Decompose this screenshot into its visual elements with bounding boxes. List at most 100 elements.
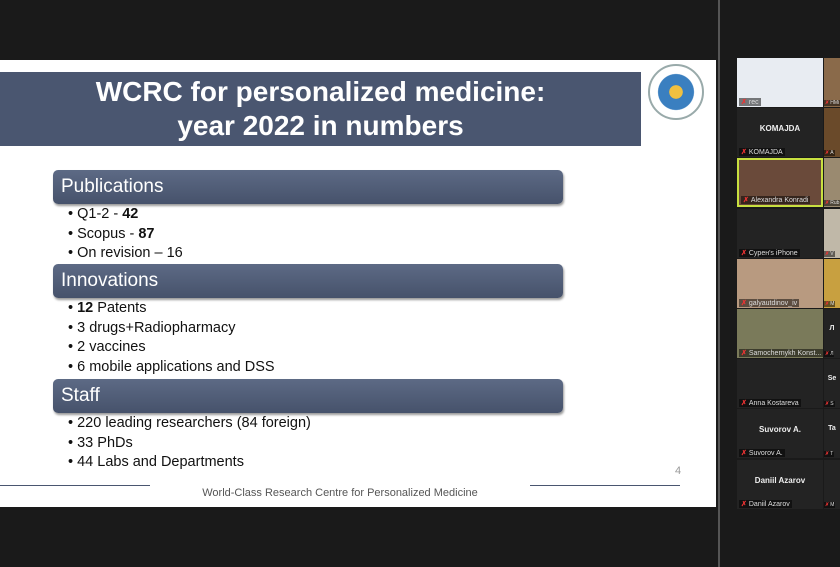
- participant-name: Samochernykh Konst...: [748, 350, 822, 357]
- item-text-pre: Scopus -: [77, 225, 139, 242]
- participant-name: M: [830, 501, 835, 508]
- participant-name-label: ✗ Suvorov A.: [739, 449, 785, 458]
- muted-mic-icon: ✗: [825, 100, 830, 106]
- muted-mic-icon: ✗: [741, 99, 747, 106]
- muted-mic-icon: ✗: [741, 400, 747, 408]
- participant-name: Anna Kostareva: [748, 400, 799, 408]
- participant-name-label: ✗M: [824, 300, 836, 307]
- title-line-2: year 2022 in numbers: [177, 110, 464, 141]
- participant-tile[interactable]: ✗ rec: [737, 58, 823, 107]
- participant-tile[interactable]: ✗Rub: [824, 158, 840, 208]
- item-text-pre: 33 PhDs: [77, 434, 133, 451]
- slide-title: WCRC for personalized medicine: year 202…: [0, 72, 641, 146]
- participant-name: Rub: [830, 200, 840, 207]
- participant-tile[interactable]: Ta ✗T: [824, 409, 840, 459]
- section-header-innovations: Innovations: [53, 264, 563, 298]
- participant-name-label: ✗V: [824, 250, 835, 257]
- list-item: • 2 vaccines: [68, 339, 146, 355]
- participant-tile[interactable]: ✗ Cypeн's iPhone: [737, 208, 823, 258]
- participant-name: Daniil Azarov: [748, 500, 790, 508]
- participant-tile[interactable]: ✗M: [824, 258, 840, 308]
- section-list: • 220 leading researchers (84 foreign) • …: [68, 414, 311, 473]
- participant-display-name: KOMAJDA: [759, 124, 801, 134]
- participant-name: Cypeн's iPhone: [748, 249, 798, 257]
- footer-line-left: [0, 485, 150, 486]
- item-text-bold: 12: [77, 300, 94, 316]
- list-item: • Scopus - 87: [68, 225, 155, 242]
- participant-name-label: ✗ Alexandra Konradi: [741, 196, 811, 205]
- participant-name-label: ✗ rec: [739, 98, 761, 106]
- muted-mic-icon: ✗: [741, 249, 747, 257]
- muted-mic-icon: ✗: [741, 450, 747, 458]
- item-text-pre: 6 mobile applications and DSS: [77, 358, 275, 375]
- muted-mic-icon: ✗: [825, 150, 830, 157]
- participant-tile[interactable]: KOMAJDA ✗ KOMAJDA: [737, 108, 823, 158]
- item-text-pre: 2 vaccines: [77, 339, 146, 355]
- muted-mic-icon: ✗: [741, 149, 747, 157]
- participant-tile[interactable]: ✗M: [824, 459, 840, 509]
- participant-name: M: [830, 300, 835, 307]
- page-number: 4: [675, 465, 682, 477]
- list-item: • 220 leading researchers (84 foreign): [68, 415, 311, 431]
- participant-tile[interactable]: ✗ galyautdinov_iv: [737, 258, 823, 308]
- participant-tile[interactable]: Daniil Azarov ✗ Daniil Azarov: [737, 459, 823, 509]
- participant-tile[interactable]: Suvorov A. ✗ Suvorov A.: [737, 409, 823, 459]
- title-line-1: WCRC for personalized medicine:: [95, 76, 546, 107]
- participant-tile[interactable]: ✗ Anna Kostareva: [737, 359, 823, 409]
- participant-name-label: ✗Л: [824, 351, 835, 357]
- section-list: • 12 Patents • 3 drugs+Radiopharmacy • 2 v…: [68, 299, 275, 377]
- muted-mic-icon: ✗: [741, 299, 747, 307]
- participant-tile[interactable]: ✗ Samochernykh Konst...: [737, 309, 824, 358]
- participant-name: A: [830, 150, 834, 157]
- section-header-publications: Publications: [53, 170, 563, 204]
- participant-name: V: [830, 250, 834, 257]
- muted-mic-icon: ✗: [825, 501, 830, 508]
- muted-mic-icon: ✗: [825, 351, 830, 357]
- participant-name: HMi: [830, 100, 840, 106]
- list-item: • On revision – 16: [68, 245, 183, 261]
- participant-tile[interactable]: Se ✗S: [824, 359, 840, 409]
- participant-video: [824, 258, 840, 308]
- muted-mic-icon: ✗: [825, 200, 830, 207]
- participant-name-label: ✗HMi: [824, 100, 840, 106]
- participant-name-label: ✗ Cypeн's iPhone: [739, 248, 800, 257]
- list-item: • 6 mobile applications and DSS: [68, 358, 275, 375]
- muted-mic-icon: ✗: [825, 250, 830, 257]
- slide-footer: World-Class Research Centre for Personal…: [202, 487, 478, 499]
- participant-video: [824, 158, 840, 208]
- participant-name-label: ✗S: [824, 401, 835, 408]
- participant-tile[interactable]: Л ✗Л: [824, 309, 840, 358]
- item-text-pre: 44 Labs and Departments: [77, 454, 244, 470]
- participant-name-label: ✗ Anna Kostareva: [739, 399, 801, 408]
- participant-name-label: ✗ Samochernykh Konst...: [739, 349, 824, 357]
- participant-name-label: ✗A: [824, 150, 835, 157]
- participant-tile[interactable]: ✗V: [824, 208, 840, 258]
- panel-divider[interactable]: [718, 0, 720, 567]
- list-item: • 3 drugs+Radiopharmacy: [68, 319, 236, 336]
- participant-video: [824, 108, 840, 158]
- participant-tile[interactable]: ✗HMi: [824, 58, 840, 107]
- participant-display-name: Suvorov A.: [759, 425, 801, 435]
- wcrc-logo: [648, 64, 704, 120]
- participant-tile[interactable]: ✗ Alexandra Konradi: [737, 158, 823, 208]
- participant-video: [824, 58, 840, 107]
- item-text-post: Patents: [93, 300, 147, 316]
- participant-display-name: Л: [829, 325, 835, 332]
- participant-name-label: ✗Rub: [824, 200, 840, 207]
- list-item: • 44 Labs and Departments: [68, 454, 244, 470]
- participant-name: KOMAJDA: [748, 149, 783, 157]
- participant-display-name: Daniil Azarov: [754, 475, 806, 485]
- participant-tile[interactable]: ✗A: [824, 108, 840, 158]
- participant-display-name: Ta: [828, 425, 836, 433]
- footer-line-right: [530, 485, 680, 486]
- participant-name-label: ✗ galyautdinov_iv: [739, 298, 800, 307]
- item-text-pre: 220 leading researchers (84 foreign): [77, 415, 311, 431]
- muted-mic-icon: ✗: [741, 350, 747, 357]
- participant-name: Suvorov A.: [748, 450, 783, 458]
- item-text-pre: 3 drugs+Radiopharmacy: [77, 319, 236, 336]
- muted-mic-icon: ✗: [825, 451, 830, 458]
- item-text-bold: 42: [122, 206, 139, 222]
- muted-mic-icon: ✗: [743, 197, 749, 205]
- participant-name: rec: [748, 99, 759, 106]
- participant-name-label: ✗ KOMAJDA: [739, 148, 785, 157]
